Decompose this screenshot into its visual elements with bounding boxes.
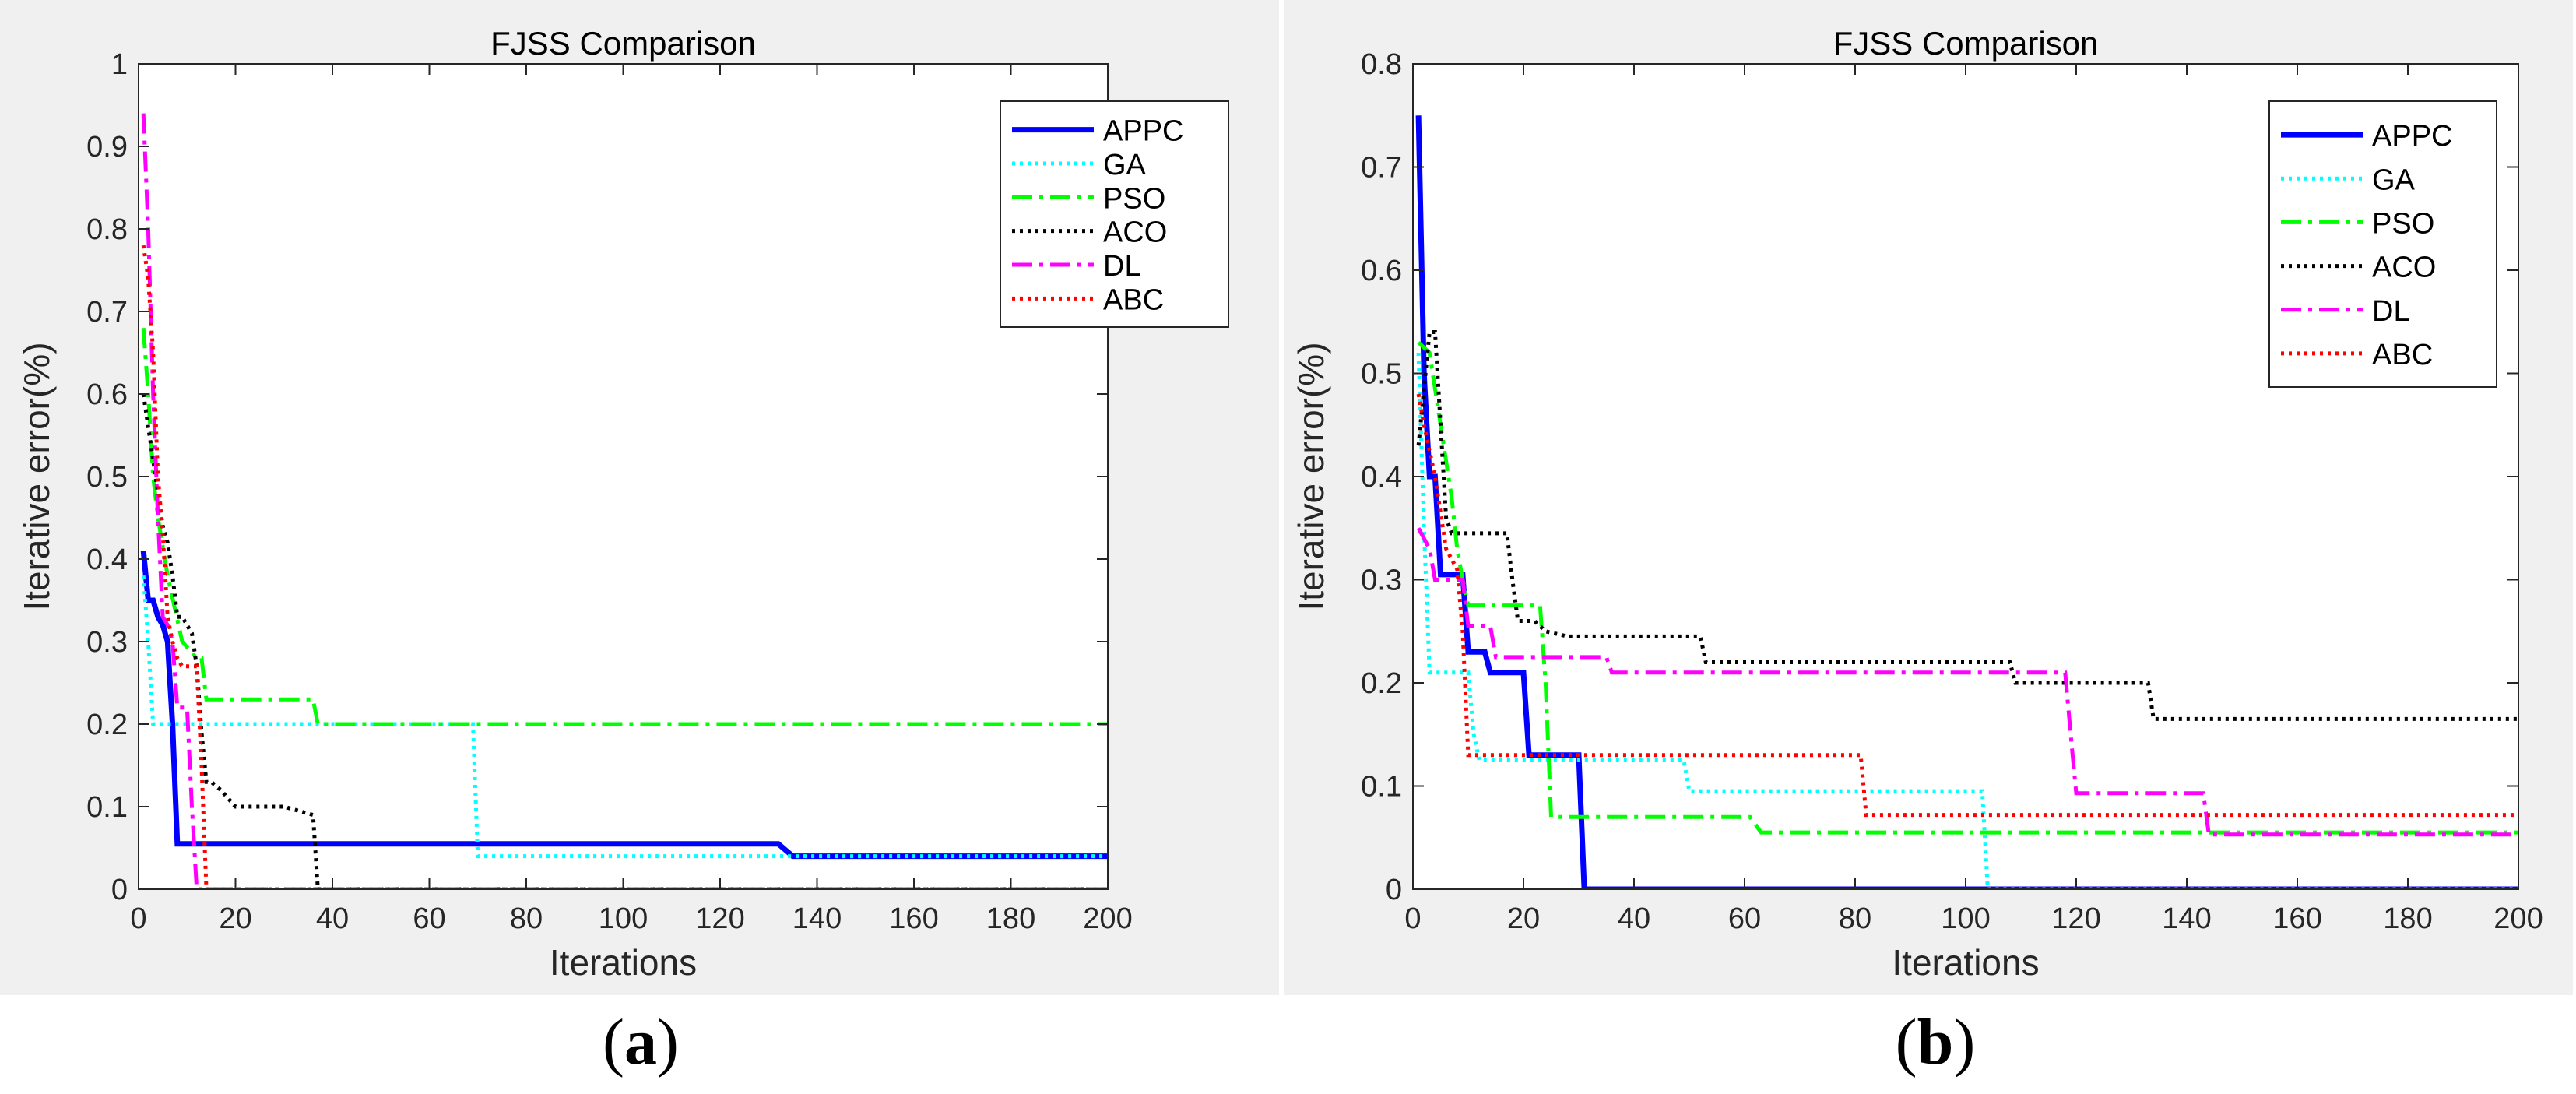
y-tick-label: 0.2: [1361, 667, 1402, 700]
x-axis-label: Iterations: [1892, 942, 2039, 983]
x-tick-label: 0: [130, 902, 146, 935]
x-tick-label: 60: [413, 902, 445, 935]
x-tick-label: 180: [986, 902, 1035, 935]
legend-box: [1000, 100, 1229, 328]
panel-caption-b: (b): [1895, 1006, 1976, 1078]
series-line-abc: [141, 244, 1108, 889]
chart-panel-a: 0 20 40 60 80 100 120 140 160 180 200 0 0.1 0.2 0.3 0.4…: [0, 0, 1279, 995]
legend-label-abc: ABC: [2372, 339, 2433, 371]
y-tick-label: 0.4: [86, 543, 128, 576]
y-tick-label: 0.1: [1361, 771, 1402, 804]
y-axis-label: Iterative error(%): [1291, 342, 1331, 610]
x-tick-label: 80: [510, 902, 543, 935]
legend-label-appc: APPC: [2372, 120, 2452, 153]
y-tick-label: 0.6: [86, 378, 128, 411]
y-tick-label: 0.3: [86, 626, 128, 659]
series-line-aco: [141, 393, 1108, 889]
y-tick-label: 0: [111, 874, 128, 906]
y-tick-label: 0.6: [1361, 255, 1402, 287]
x-tick-label: 40: [316, 902, 349, 935]
legend-label-appc: APPC: [1103, 115, 1183, 148]
chart-panel-b: 0 20 40 60 80 100 120 140 160 180 200 0 0.1 0.2 0.3 0.4…: [1284, 0, 2573, 995]
legend-label-dl: DL: [2372, 295, 2410, 328]
legend-label-aco: ACO: [2372, 252, 2436, 284]
series-group: [1415, 115, 2518, 889]
x-tick-label: 200: [2493, 902, 2543, 935]
y-tick-label: 0.4: [1361, 461, 1402, 494]
x-tick-label: 140: [792, 902, 842, 935]
chart-title: FJSS Comparison: [1833, 25, 2099, 62]
x-tick-label: 20: [219, 902, 251, 935]
x-tick-label: 140: [2162, 902, 2211, 935]
series-line-abc: [1416, 393, 2518, 818]
y-tick-label: 0.1: [86, 791, 128, 824]
legend-label-dl: DL: [1103, 250, 1141, 283]
y-axis-label: Iterative error(%): [16, 342, 57, 610]
series-line-ga: [141, 575, 1108, 859]
legend-box: [2268, 100, 2497, 388]
x-tick-label: 160: [889, 902, 938, 935]
x-axis-label: Iterations: [550, 942, 697, 983]
legend-label-aco: ACO: [1103, 216, 1167, 249]
x-tick-label: 40: [1618, 902, 1650, 935]
y-tick-label: 0.8: [86, 213, 128, 246]
series-line-dl: [1416, 527, 2518, 837]
y-tick-label: 0.2: [86, 709, 128, 741]
y-tick-label: 0.5: [1361, 358, 1402, 391]
legend-label-abc: ABC: [1103, 283, 1164, 316]
x-tick-label: 0: [1404, 902, 1421, 935]
y-tick-label: 0.5: [86, 461, 128, 494]
y-tick-label: 0.7: [86, 296, 128, 329]
x-tick-label: 100: [599, 902, 648, 935]
y-tick-label: 0.8: [1361, 48, 1402, 81]
y-tick-label: 0.7: [1361, 152, 1402, 185]
y-tick-label: 1: [111, 48, 128, 81]
x-tick-label: 160: [2272, 902, 2321, 935]
x-tick-label: 120: [2051, 902, 2100, 935]
x-tick-label: 100: [1941, 902, 1990, 935]
panel-caption-a: (a): [603, 1006, 679, 1078]
legend-label-pso: PSO: [2372, 207, 2434, 240]
series-group: [140, 113, 1108, 889]
legend-label-ga: GA: [2372, 164, 2416, 196]
y-tick-label: 0.3: [1361, 565, 1402, 597]
x-tick-label: 80: [1839, 902, 1871, 935]
series-line-aco: [1416, 330, 2518, 721]
y-tick-label: 0.9: [86, 131, 128, 164]
x-tick-label: 180: [2383, 902, 2432, 935]
y-tick-label: 0: [1386, 874, 1402, 906]
legend-label-pso: PSO: [1103, 182, 1165, 215]
x-tick-label: 60: [1728, 902, 1761, 935]
x-tick-label: 120: [695, 902, 744, 935]
chart-title: FJSS Comparison: [490, 25, 756, 62]
plot-area: [139, 64, 1108, 889]
series-line-appc: [140, 551, 1108, 860]
x-tick-label: 200: [1083, 902, 1132, 935]
x-tick-label: 20: [1507, 902, 1540, 935]
legend: APPC GA PSO ACO DL ABC: [2268, 100, 2497, 388]
legend-label-ga: GA: [1103, 149, 1147, 181]
